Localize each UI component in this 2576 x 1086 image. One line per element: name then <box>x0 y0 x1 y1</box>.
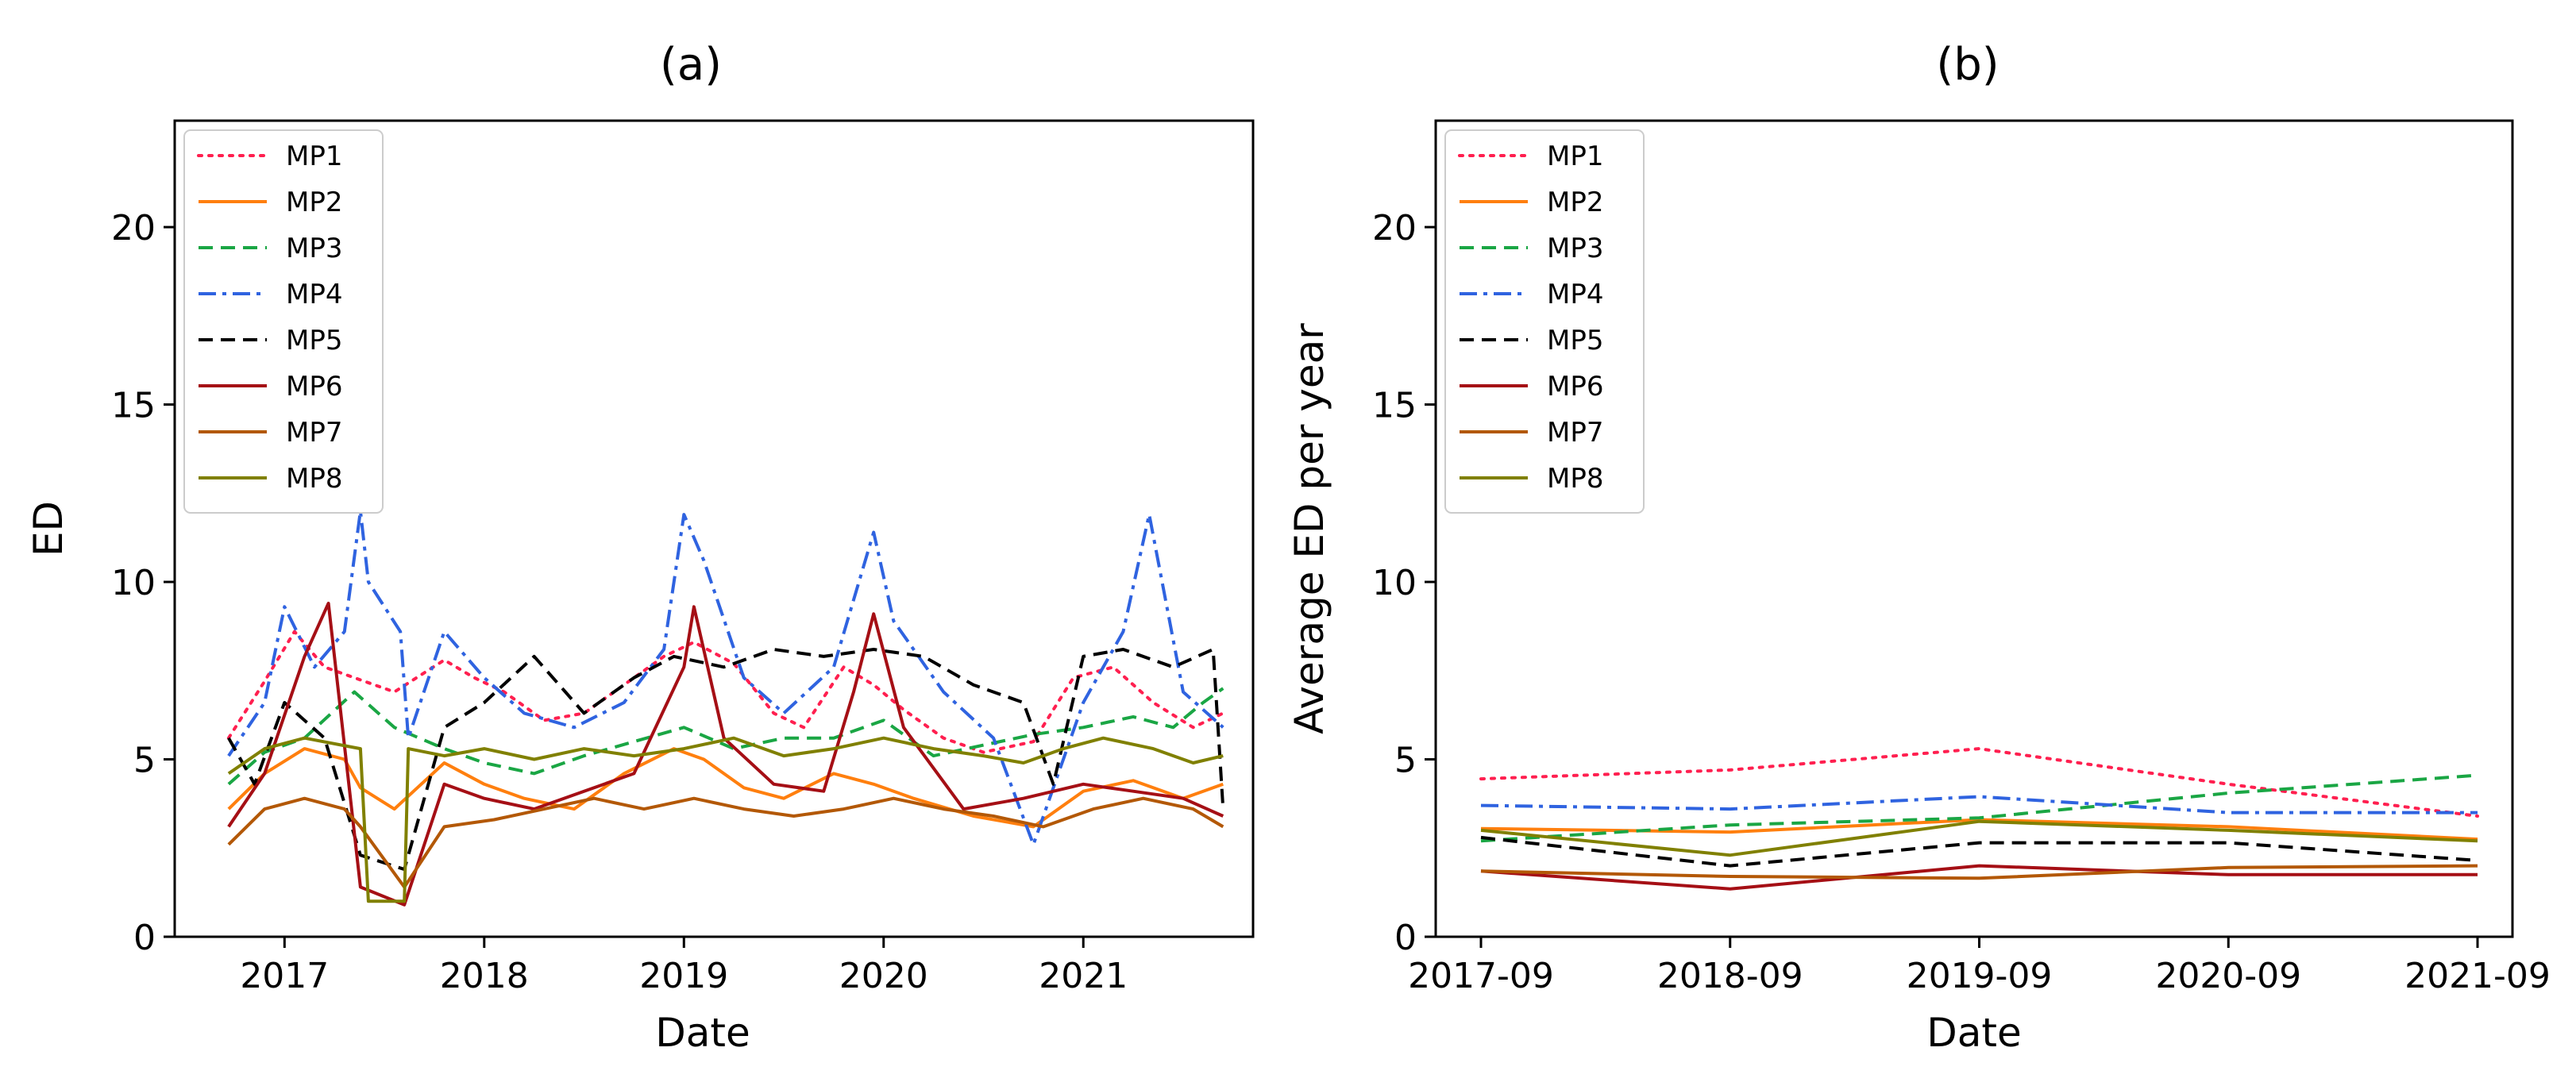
panel-b-x-ticks: 2017-09 2018-09 2019-09 2020-09 2021-09 <box>1408 937 2551 996</box>
panel-a-legend-label-mp5: MP5 <box>286 325 342 356</box>
panel-a: (a) 2017 2018 2019 2020 2021 0 5 10 15 20 Date E… <box>25 39 1255 1056</box>
panel-b-legend-label-mp8: MP8 <box>1547 463 1603 495</box>
panel-a-y-tick-label: 10 <box>111 563 156 603</box>
panel-a-x-tick-label: 2021 <box>1039 956 1128 996</box>
panel-a-legend-label-mp6: MP6 <box>286 371 342 402</box>
panel-b-series-mp8 <box>1480 819 2478 857</box>
panel-a-series-mp7 <box>227 796 1224 889</box>
panel-a-legend-label-mp2: MP2 <box>286 187 342 218</box>
panel-b-x-tick-label: 2017-09 <box>1408 956 1554 996</box>
panel-b-legend-label-mp4: MP4 <box>1547 279 1603 310</box>
panel-a-x-tick-label: 2020 <box>839 956 928 996</box>
panel-a-legend-box <box>183 129 384 514</box>
panel-b-legend: MP1 MP2 MP3 MP4 MP5 MP6 MP7 MP8 <box>1444 129 1645 514</box>
panel-b-y-tick-label: 0 <box>1394 918 1417 958</box>
panel-b-x-tick-label: 2018-09 <box>1657 956 1803 996</box>
panel-a-x-tick-label: 2019 <box>639 956 728 996</box>
panel-b-y-tick-label: 10 <box>1372 563 1417 603</box>
panel-b-y-ticks: 0 5 10 15 20 <box>1372 208 1436 958</box>
panel-b-legend-label-mp3: MP3 <box>1547 233 1603 264</box>
panel-b-series-mp3 <box>1480 773 2478 843</box>
panel-b-legend-label-mp1: MP1 <box>1547 141 1603 172</box>
panel-a-x-ticks: 2017 2018 2019 2020 2021 <box>240 937 1128 996</box>
panel-a-legend-label-mp4: MP4 <box>286 279 342 310</box>
panel-a-legend-label-mp7: MP7 <box>286 417 342 449</box>
panel-a-legend-label-mp1: MP1 <box>286 141 342 172</box>
panel-b-series <box>1479 747 2479 891</box>
panel-a-y-label: ED <box>25 501 71 556</box>
panel-a-legend-label-mp8: MP8 <box>286 463 342 495</box>
panel-a-series-mp6 <box>227 601 1224 907</box>
panel-b-series-mp1 <box>1479 747 2479 818</box>
panel-b-series-mp7 <box>1480 864 2478 880</box>
panel-a-x-label: Date <box>655 1010 750 1056</box>
panel-a-y-tick-label: 20 <box>111 208 156 248</box>
panel-a-series <box>226 509 1225 907</box>
panel-b-label: (b) <box>1936 39 1999 90</box>
panel-b-x-tick-label: 2020-09 <box>2155 956 2301 996</box>
panel-b-y-tick-label: 15 <box>1372 386 1417 426</box>
panel-b-x-tick-label: 2019-09 <box>1907 956 2053 996</box>
panel-a-legend-label-mp3: MP3 <box>286 233 342 264</box>
panel-a-legend: MP1 MP2 MP3 MP4 MP5 MP6 MP7 MP8 <box>183 129 384 514</box>
panel-b-legend-label-mp6: MP6 <box>1547 371 1603 402</box>
panel-a-frame <box>173 119 1255 938</box>
panel-b-legend-label-mp7: MP7 <box>1547 417 1603 449</box>
panel-a-series-mp8 <box>227 736 1224 903</box>
panel-b-x-tick-label: 2021-09 <box>2404 956 2551 996</box>
panel-b-x-label: Date <box>1926 1010 2022 1056</box>
panel-a-series-mp5 <box>227 648 1225 872</box>
panel-b-series-mp5 <box>1480 835 2478 868</box>
panel-a-y-tick-label: 5 <box>133 741 156 781</box>
panel-b-y-tick-label: 5 <box>1394 741 1417 781</box>
panel-b-legend-box <box>1444 129 1645 514</box>
panel-b-series-mp4 <box>1480 795 2478 814</box>
panel-b: (b) 2017-09 2018-09 2019-09 2020-09 2021-09 … <box>1286 39 2551 1056</box>
panel-b-y-tick-label: 20 <box>1372 208 1417 248</box>
panel-b-legend-label-mp2: MP2 <box>1547 187 1603 218</box>
panel-a-x-tick-label: 2018 <box>440 956 529 996</box>
panel-a-series-mp4 <box>227 509 1224 846</box>
panel-a-x-tick-label: 2017 <box>240 956 329 996</box>
panel-b-series-mp6 <box>1480 864 2478 891</box>
panel-a-label: (a) <box>660 39 722 90</box>
panel-a-series-mp1 <box>226 630 1225 754</box>
panel-a-y-tick-label: 0 <box>133 918 156 958</box>
panel-a-y-tick-label: 15 <box>111 386 156 426</box>
panel-b-y-label: Average ED per year <box>1286 323 1332 734</box>
panel-b-legend-label-mp5: MP5 <box>1547 325 1603 356</box>
panel-b-frame <box>1434 119 2514 938</box>
panel-a-y-ticks: 0 5 10 15 20 <box>111 208 175 958</box>
